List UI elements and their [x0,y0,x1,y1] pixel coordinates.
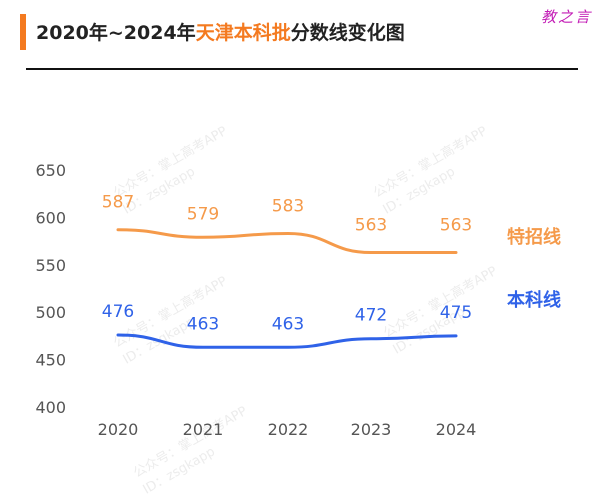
data-label: 472 [355,306,387,326]
title-highlight: 天津本科批 [195,22,291,44]
title-prefix: 2020年~2024年 [36,22,196,44]
title-accent-bar [20,14,26,50]
data-label: 463 [272,314,304,334]
line-chart: 400 450 500 550 600 650 2020 2021 2022 2023 2024 58… [35,161,561,439]
x-tick-label: 2021 [183,420,224,439]
brand-stamp: 教之言 [540,8,592,26]
data-label: 475 [440,303,472,323]
y-tick-label: 550 [35,256,66,275]
data-label: 583 [272,197,304,217]
title-suffix: 分数线变化图 [290,22,405,44]
y-tick-label: 400 [35,398,66,417]
y-tick-label: 600 [35,208,66,227]
x-tick-label: 2023 [351,420,392,439]
data-label: 587 [102,193,134,213]
x-tick-label: 2020 [98,420,139,439]
series-label: 本科线 [507,289,561,311]
series-label: 特招线 [507,226,561,248]
y-tick-label: 650 [35,161,66,180]
data-label: 563 [355,215,387,235]
page-title: 2020年~2024年天津本科批分数线变化图 [36,18,405,45]
title-divider [26,68,578,70]
data-label: 463 [187,314,219,334]
x-tick-label: 2024 [436,420,477,439]
series-line-benke [116,333,458,349]
y-tick-label: 450 [35,351,66,370]
y-tick-label: 500 [35,303,66,322]
data-label: 579 [187,204,219,224]
x-tick-label: 2022 [268,420,309,439]
data-label: 476 [102,302,134,322]
series-line-tezhao [116,228,458,254]
data-label: 563 [440,215,472,235]
